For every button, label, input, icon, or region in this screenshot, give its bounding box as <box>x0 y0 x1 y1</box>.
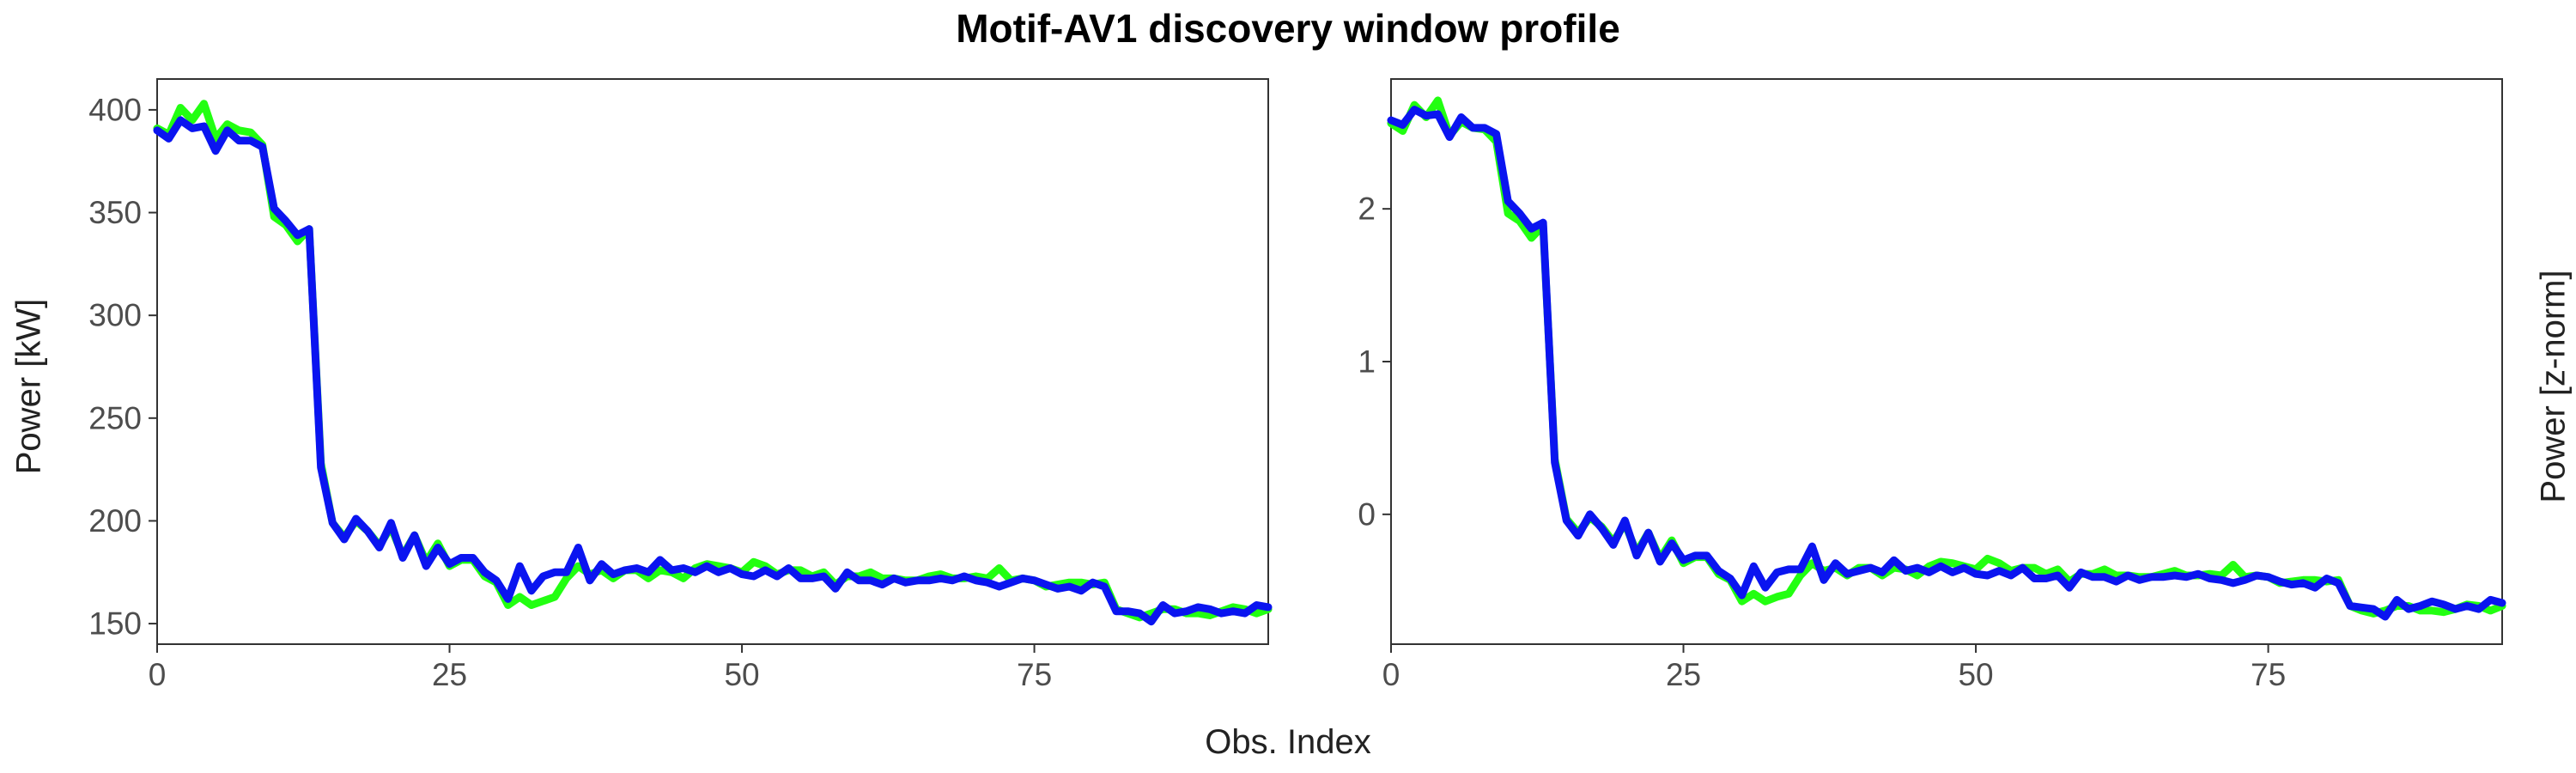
x-tick-label-left-2: 50 <box>724 657 759 692</box>
y-tick-label-left-4: 350 <box>88 195 142 230</box>
y-tick-label-left-0: 150 <box>88 606 142 642</box>
x-tick-label-right-1: 25 <box>1666 657 1701 692</box>
y-tick-label-right-2: 2 <box>1358 192 1376 227</box>
panel-frame-left <box>156 78 1269 645</box>
x-tick-label-right-0: 0 <box>1382 657 1400 692</box>
x-tick-label-right-2: 50 <box>1958 657 1993 692</box>
chart-title: Motif-AV1 discovery window profile <box>956 6 1620 51</box>
series-line-right-0 <box>1387 96 2506 618</box>
x-tick-label-right-3: 75 <box>2251 657 2286 692</box>
y-tick-label-left-3: 300 <box>88 298 142 333</box>
x-tick-label-left-0: 0 <box>149 657 167 692</box>
y-tick-label-left-2: 250 <box>88 400 142 435</box>
y-tick-label-right-1: 1 <box>1358 344 1376 380</box>
y-tick-label-left-1: 200 <box>88 503 142 539</box>
series-line-right-1 <box>1387 106 2506 621</box>
x-tick-label-left-1: 25 <box>432 657 467 692</box>
x-tick-label-left-3: 75 <box>1017 657 1052 692</box>
y-tick-label-right-0: 0 <box>1358 496 1376 532</box>
y-tick-label-left-5: 400 <box>88 92 142 127</box>
series-line-left-1 <box>153 116 1273 626</box>
x-axis-label: Obs. Index <box>1205 723 1371 761</box>
series-line-left-0 <box>153 100 1273 622</box>
